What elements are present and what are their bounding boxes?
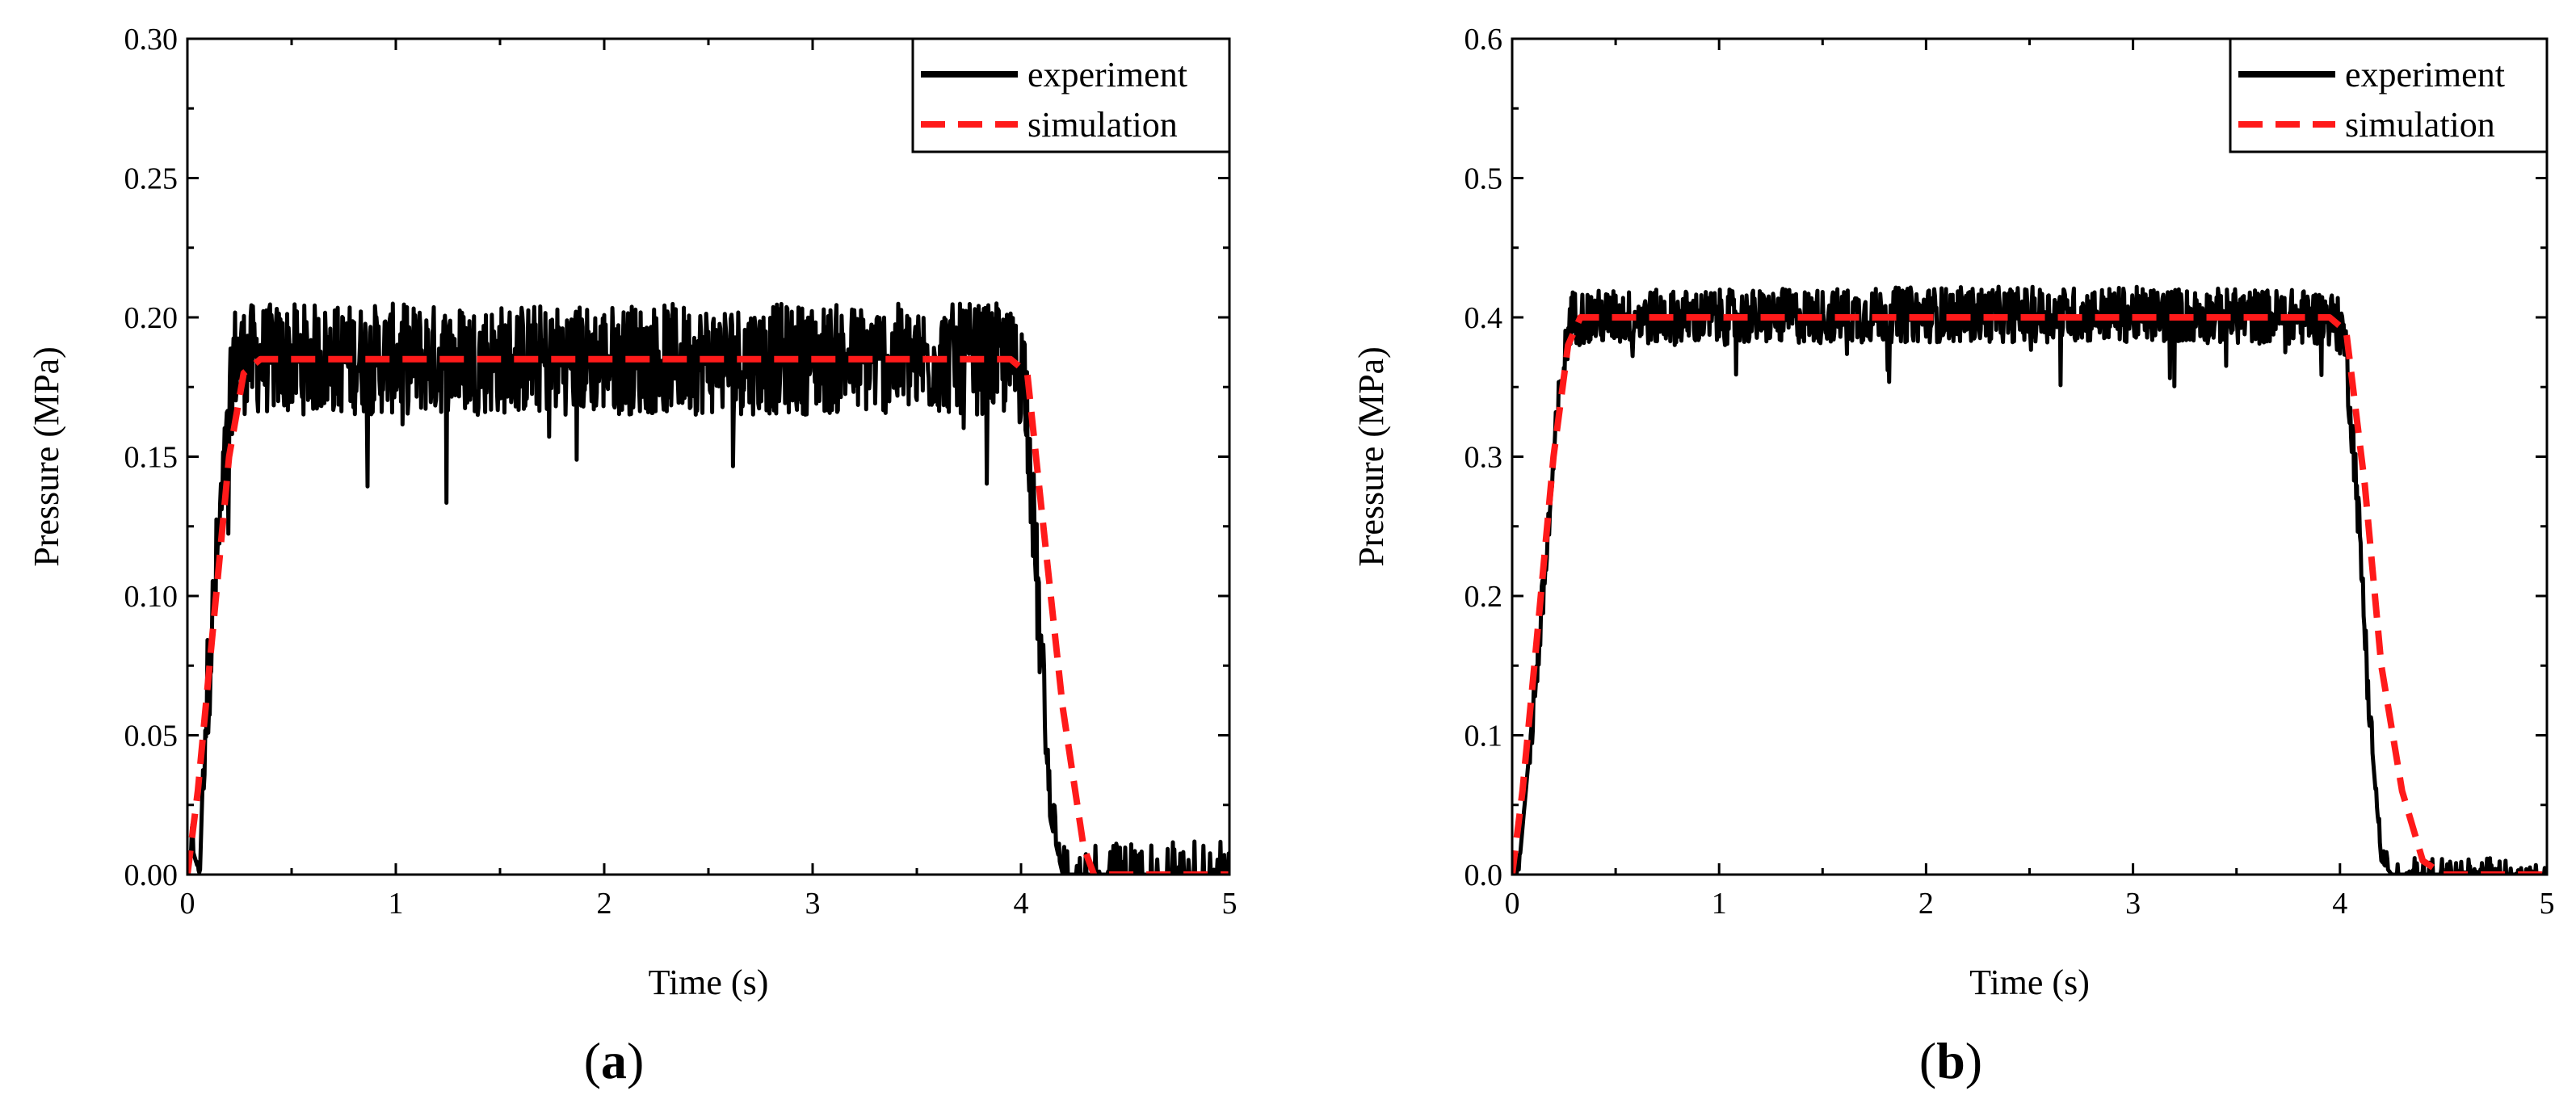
x-tick-label: 0 [1505, 887, 1520, 921]
series-simulation-line [1512, 314, 2547, 875]
x-tick-label: 5 [2540, 887, 2555, 921]
legend-label-simulation: simulation [2345, 105, 2495, 145]
y-axis-title: Pressure (MPa) [1351, 346, 1391, 567]
y-tick-label: 0.30 [124, 23, 179, 57]
y-tick-label: 0.0 [1464, 858, 1503, 892]
legend-box [911, 37, 1231, 153]
plot-data [187, 301, 1229, 875]
legend-label-simulation: simulation [1027, 105, 1178, 145]
y-tick-label: 0.1 [1464, 720, 1503, 753]
panel-label-open-paren: ( [1919, 1032, 1936, 1089]
x-tick-label: 2 [597, 887, 612, 921]
plot-frame [1511, 37, 2549, 876]
x-axis-title: Time (s) [1969, 963, 2090, 1002]
x-tick-label: 5 [1222, 887, 1238, 921]
series-simulation-line [187, 355, 1229, 875]
x-tick-label: 4 [2332, 887, 2347, 921]
y-tick-label: 0.5 [1464, 162, 1503, 196]
x-tick-label: 3 [2125, 887, 2141, 921]
y-tick-label: 0.00 [124, 858, 179, 892]
chart-panel-a: 0 1 2 3 4 5 0.00 0.05 0.10 0.15 0.20 0.25 0.30 experi… [27, 23, 1238, 1089]
legend-label-experiment: experiment [2345, 55, 2505, 94]
y-tick-label: 0.25 [124, 162, 179, 196]
plot-data [1512, 284, 2547, 875]
panel-label-letter: a [601, 1032, 627, 1089]
panel-label-close-paren: ) [627, 1032, 644, 1089]
y-tick-label: 0.10 [124, 580, 179, 614]
chart-panel-b: 0 1 2 3 4 5 0.0 0.1 0.2 0.3 0.4 0.5 0.6 experiment sim… [1351, 23, 2555, 1089]
x-tick-label: 1 [1712, 887, 1727, 921]
y-tick-label: 0.2 [1464, 580, 1503, 614]
legend-label-experiment: experiment [1027, 55, 1187, 94]
x-tick-label: 2 [1918, 887, 1934, 921]
plot-frame [186, 37, 1231, 876]
x-tick-label: 1 [389, 887, 404, 921]
x-tick-label: 4 [1014, 887, 1029, 921]
y-tick-label: 0.6 [1464, 23, 1503, 57]
y-tick-label: 0.3 [1464, 441, 1503, 475]
y-tick-label: 0.15 [124, 441, 179, 475]
series-experiment-line [1512, 284, 2547, 875]
y-tick-label: 0.4 [1464, 301, 1503, 335]
y-axis-title: Pressure (MPa) [27, 346, 66, 567]
panel-label-close-paren: ) [1965, 1032, 1982, 1089]
series-experiment-line [187, 301, 1229, 875]
legend-box [2229, 37, 2549, 153]
panel-label: (a) [584, 1032, 645, 1089]
panel-label-open-paren: ( [584, 1032, 601, 1089]
y-tick-label: 0.20 [124, 301, 179, 335]
x-tick-label: 0 [180, 887, 195, 921]
y-tick-label: 0.05 [124, 720, 179, 753]
x-axis-title: Time (s) [649, 963, 769, 1002]
panel-label-letter: b [1936, 1032, 1965, 1089]
x-tick-label: 3 [805, 887, 821, 921]
panel-label: (b) [1919, 1032, 1982, 1089]
